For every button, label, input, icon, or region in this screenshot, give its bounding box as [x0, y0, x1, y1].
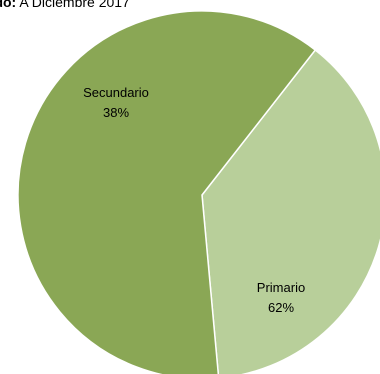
slice-value-primario: 62% — [268, 300, 294, 315]
pie-slice-primario — [17, 10, 317, 374]
pie-slice-secundario — [201, 48, 380, 374]
pie-slices — [17, 10, 380, 374]
slice-label-secundario: Secundario — [83, 85, 149, 100]
chart-subtitle: tado: A Diciembre 2017 — [0, 0, 130, 10]
slice-value-secundario: 38% — [103, 105, 129, 120]
subtitle-value: A Diciembre 2017 — [19, 0, 130, 10]
subtitle-label: tado: — [0, 0, 17, 10]
slice-label-primario: Primario — [257, 280, 305, 295]
pie-labels: Secundario 38% Primario 62% — [83, 85, 305, 315]
